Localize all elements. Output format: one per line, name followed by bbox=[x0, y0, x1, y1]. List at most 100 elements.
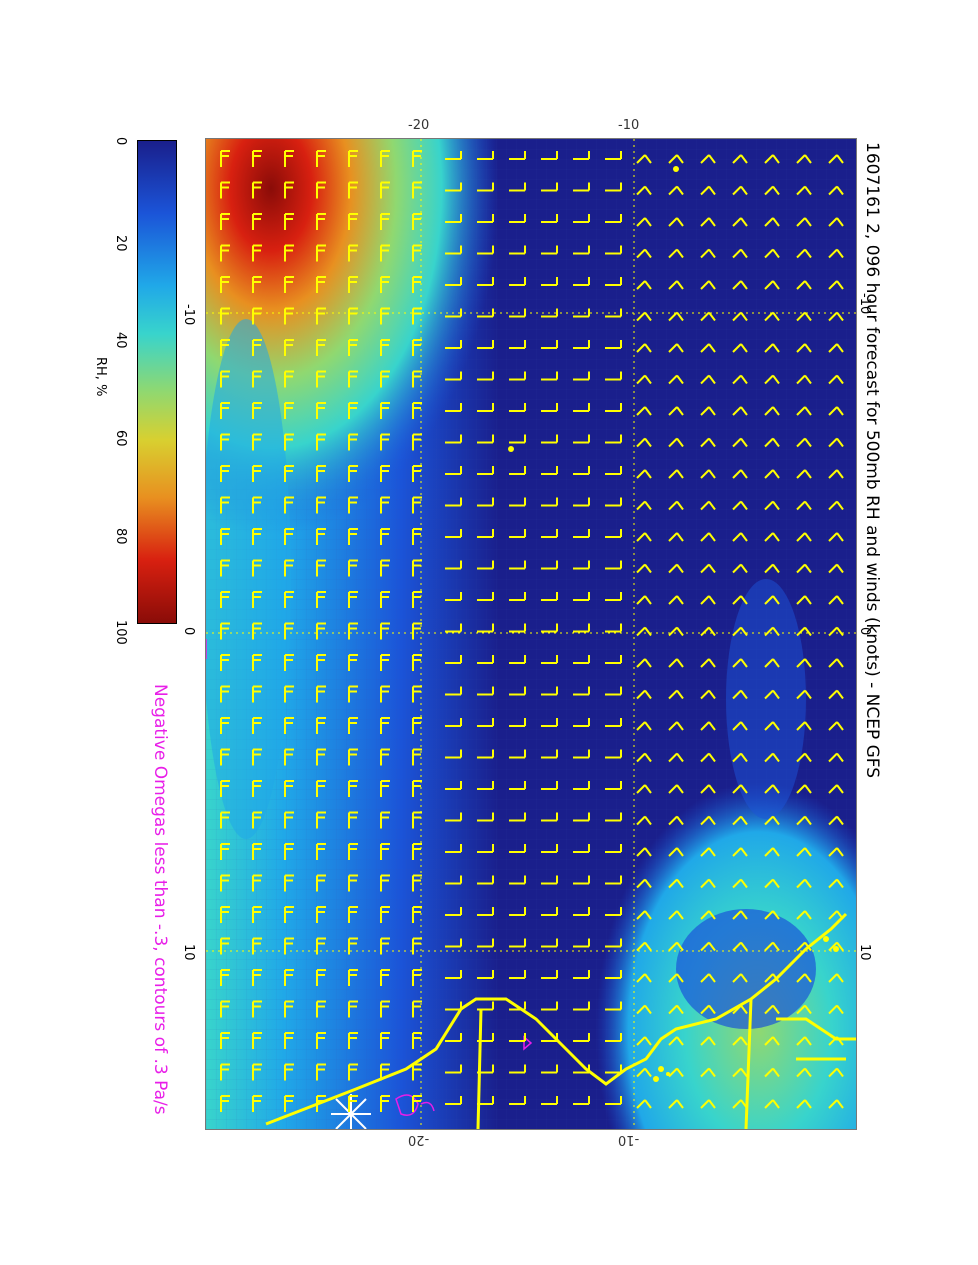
wind-barb bbox=[732, 500, 748, 511]
wind-barb bbox=[573, 592, 590, 601]
map-panel bbox=[205, 138, 857, 1130]
wind-barb bbox=[380, 465, 390, 482]
wind-barb bbox=[380, 591, 390, 608]
wind-barb bbox=[796, 1099, 812, 1109]
coast-islands bbox=[508, 166, 839, 1082]
wind-barb bbox=[380, 433, 390, 451]
wind-barb bbox=[700, 784, 716, 794]
wind-barb bbox=[284, 528, 294, 545]
wind-barb bbox=[605, 560, 622, 570]
wind-barb bbox=[509, 277, 526, 286]
wind-barb bbox=[348, 1000, 358, 1018]
wind-barb bbox=[348, 433, 358, 451]
wind-barb bbox=[605, 938, 622, 948]
wind-barb bbox=[605, 371, 622, 381]
wind-barb bbox=[509, 214, 526, 223]
wind-barb bbox=[348, 181, 358, 199]
wind-barb bbox=[509, 308, 526, 318]
wind-barb bbox=[732, 406, 748, 416]
wind-barb bbox=[605, 214, 622, 223]
wind-barb bbox=[284, 748, 294, 766]
wind-barb bbox=[412, 1000, 422, 1018]
wind-barb bbox=[828, 563, 844, 574]
wind-barb bbox=[636, 563, 652, 574]
wind-barb bbox=[573, 1064, 590, 1074]
wind-barb bbox=[509, 466, 526, 475]
wind-barb bbox=[284, 496, 294, 514]
wind-barb bbox=[668, 784, 684, 794]
wind-barb bbox=[348, 402, 358, 419]
wind-barb bbox=[796, 500, 812, 511]
wind-barb bbox=[764, 311, 780, 322]
wind-barb bbox=[732, 374, 748, 385]
wind-barb bbox=[796, 343, 812, 353]
wind-barb bbox=[573, 371, 590, 381]
wind-barb bbox=[509, 1033, 526, 1042]
wind-barb bbox=[380, 402, 390, 419]
wind-barb bbox=[348, 1063, 358, 1081]
wind-barb bbox=[412, 717, 422, 734]
wind-barb bbox=[445, 938, 462, 948]
wind-barb bbox=[764, 500, 780, 511]
wind-barb bbox=[284, 1000, 294, 1018]
wind-barb bbox=[732, 1099, 748, 1109]
wind-barb bbox=[764, 217, 780, 227]
moist-band-west bbox=[206, 319, 291, 839]
wind-barb bbox=[732, 248, 748, 259]
wind-barb bbox=[380, 370, 390, 388]
wind-barb bbox=[477, 560, 494, 570]
wind-barb bbox=[316, 150, 326, 167]
wind-barb bbox=[732, 847, 748, 857]
wind-barb bbox=[764, 1099, 780, 1109]
wind-barb bbox=[252, 244, 262, 262]
wind-barb bbox=[764, 626, 780, 637]
wind-barb bbox=[573, 308, 590, 318]
wind-barb bbox=[316, 843, 326, 860]
wind-barb bbox=[573, 686, 590, 696]
wind-barb bbox=[316, 559, 326, 577]
wind-barb bbox=[284, 244, 294, 262]
wind-barb bbox=[284, 685, 294, 703]
wind-barb bbox=[541, 970, 558, 979]
wind-barb bbox=[573, 907, 590, 916]
wind-barb bbox=[477, 1033, 494, 1042]
wind-barb bbox=[445, 434, 462, 444]
wind-barb bbox=[668, 973, 684, 983]
wind-barb bbox=[284, 402, 294, 419]
wind-barb bbox=[764, 406, 780, 416]
colorbar-tick-40: 40 bbox=[113, 332, 128, 349]
wind-barb bbox=[668, 500, 684, 511]
wind-barb bbox=[828, 248, 844, 259]
wind-barb bbox=[700, 437, 716, 448]
map-svg bbox=[206, 139, 856, 1129]
wind-barb bbox=[348, 465, 358, 482]
wind-barb bbox=[509, 938, 526, 948]
wind-barb bbox=[348, 811, 358, 829]
wind-barb bbox=[764, 532, 780, 542]
wind-barb bbox=[573, 340, 590, 349]
wind-barb bbox=[348, 213, 358, 230]
wind-barb bbox=[380, 339, 390, 356]
wind-barb bbox=[477, 875, 494, 885]
left-tick-10: 10 bbox=[181, 944, 196, 961]
wind-barb bbox=[284, 1032, 294, 1049]
wind-barb bbox=[252, 906, 262, 923]
wind-barb bbox=[605, 151, 622, 160]
wind-barb bbox=[509, 655, 526, 664]
wind-barb bbox=[316, 1095, 326, 1112]
wind-barb bbox=[605, 907, 622, 916]
wind-barb bbox=[668, 437, 684, 448]
wind-barb bbox=[796, 437, 812, 448]
wind-barb bbox=[573, 497, 590, 507]
wind-barb bbox=[348, 717, 358, 734]
wind-barb bbox=[252, 528, 262, 545]
wind-barb bbox=[573, 214, 590, 223]
wind-barb bbox=[541, 151, 558, 160]
wind-barb bbox=[445, 686, 462, 696]
wind-barb bbox=[348, 937, 358, 955]
wind-barb bbox=[348, 685, 358, 703]
wind-barb bbox=[828, 280, 844, 290]
wind-barb bbox=[828, 878, 844, 889]
bottom-tick-minus20: -20 bbox=[408, 1132, 430, 1147]
wind-barb bbox=[316, 433, 326, 451]
